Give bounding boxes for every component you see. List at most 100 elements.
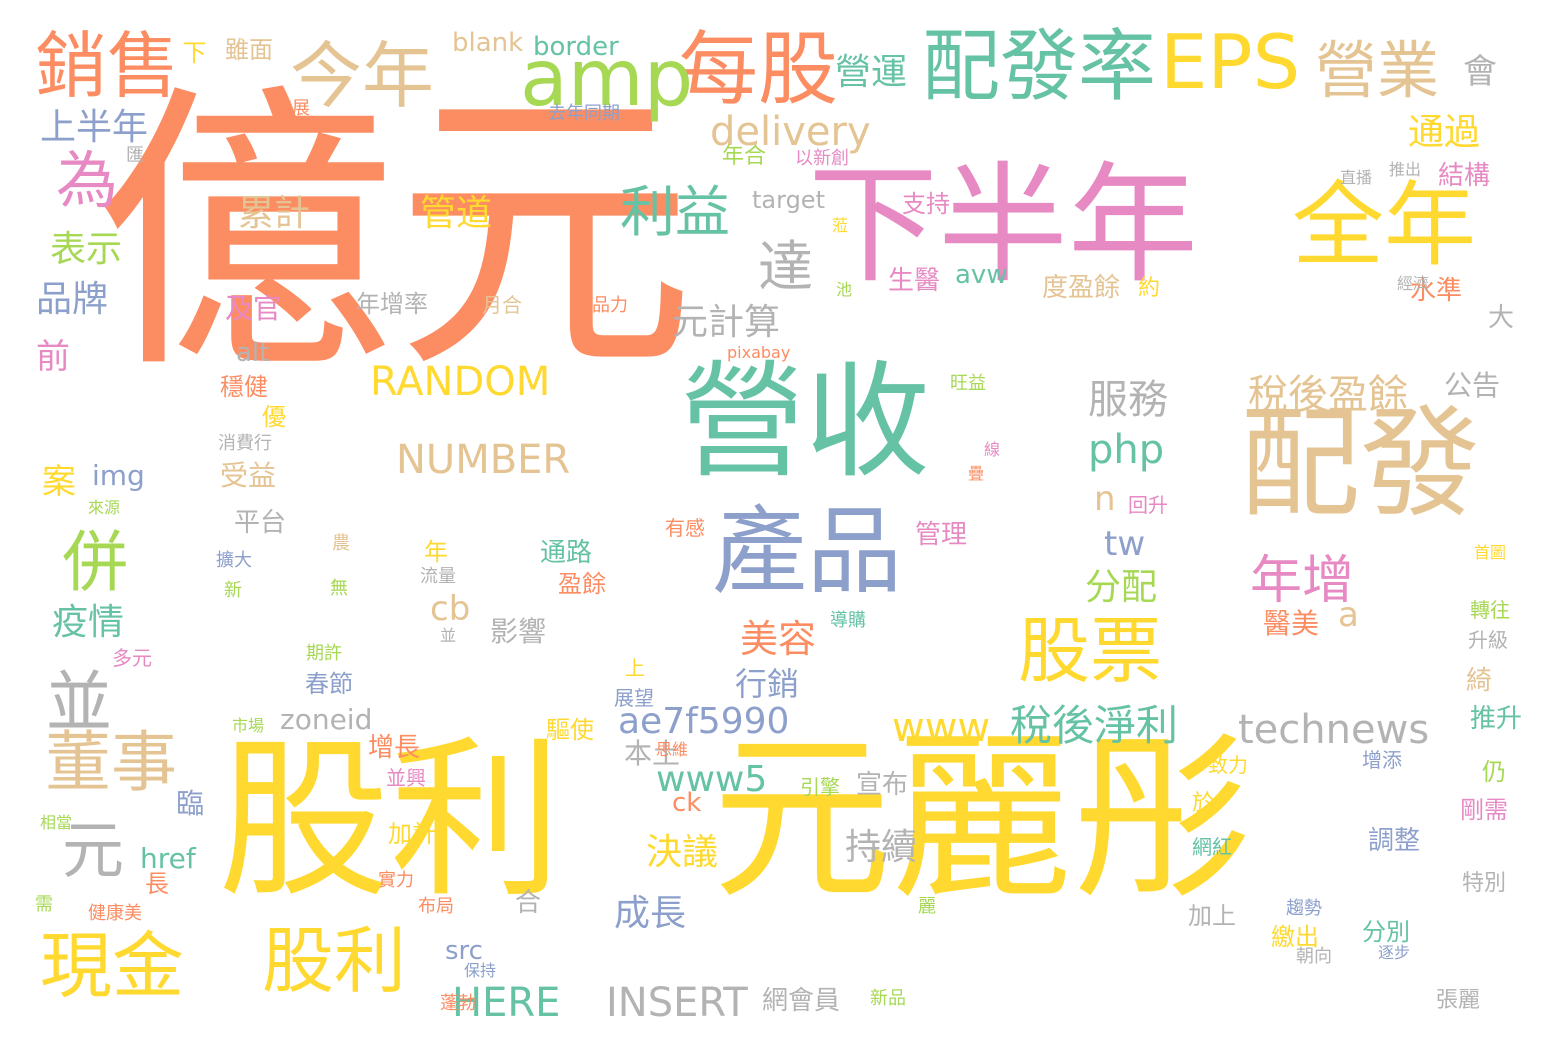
- cloud-word: 並: [46, 664, 112, 741]
- cloud-word: 併: [62, 524, 128, 601]
- cloud-word: 相當: [40, 813, 73, 832]
- cloud-word: 首圖: [1474, 543, 1507, 562]
- cloud-word: 仍: [1482, 758, 1506, 786]
- cloud-word: 影響: [490, 615, 547, 648]
- cloud-word: 匯: [126, 145, 144, 166]
- cloud-word: 公告: [1444, 369, 1501, 402]
- cloud-word: 為: [56, 144, 119, 217]
- cloud-word: 並興: [386, 766, 426, 790]
- cloud-word: 蒞: [832, 216, 849, 235]
- cloud-word: 網紅: [1192, 835, 1232, 859]
- cloud-word: 約: [1138, 276, 1161, 301]
- cloud-word: 保持: [464, 961, 497, 980]
- cloud-word: tw: [1104, 524, 1146, 564]
- cloud-word: n: [1094, 479, 1116, 519]
- cloud-word: img: [92, 459, 145, 492]
- cloud-word: 品牌: [36, 279, 109, 320]
- cloud-word: 實力: [378, 870, 414, 891]
- cloud-word: 受益: [220, 459, 277, 492]
- cloud-word: 及官: [225, 292, 282, 325]
- cloud-word: 下: [178, 40, 206, 64]
- cloud-word: 回升: [1128, 493, 1168, 517]
- cloud-word: ck: [672, 788, 702, 818]
- cloud-word: avw: [955, 260, 1008, 290]
- cloud-word: 水準: [1410, 276, 1463, 306]
- cloud-word: 流量: [420, 566, 456, 587]
- cloud-word: www5: [656, 759, 768, 800]
- cloud-word: 案: [42, 462, 76, 502]
- cloud-word: 於: [1192, 791, 1215, 816]
- cloud-word: 健康美: [88, 903, 142, 924]
- cloud-word: 元麗彤: [712, 715, 1253, 924]
- cloud-word: alt: [236, 338, 270, 368]
- cloud-word: 直播: [1340, 168, 1373, 187]
- cloud-word: 前: [36, 337, 70, 377]
- cloud-word: 董事: [45, 724, 177, 801]
- cloud-word: INSERT: [606, 980, 748, 1026]
- cloud-word: 上: [625, 656, 645, 680]
- cloud-word: 朝向: [1296, 946, 1332, 967]
- cloud-word: 服務: [1088, 377, 1168, 423]
- cloud-word: 新: [224, 580, 242, 601]
- cloud-word: 度盈餘: [1042, 273, 1121, 303]
- cloud-word: 臨: [176, 787, 205, 820]
- cloud-word: 穩健: [220, 373, 268, 401]
- cloud-word: border: [533, 32, 619, 62]
- cloud-word: 行銷: [735, 665, 800, 703]
- cloud-word: 市場: [232, 716, 265, 735]
- cloud-word: 美容: [740, 617, 817, 661]
- cloud-word: 推升: [1470, 704, 1523, 734]
- cloud-word: 並: [440, 626, 457, 645]
- cloud-word: 支持: [902, 190, 950, 218]
- cloud-word: 持續: [845, 827, 918, 868]
- cloud-word: 年增率: [356, 290, 428, 318]
- cloud-word: 驅使: [546, 716, 594, 744]
- cloud-word: src: [445, 936, 483, 966]
- cloud-word: 特別: [1462, 871, 1507, 896]
- cloud-word: 引擎: [800, 775, 840, 799]
- cloud-word: 大: [1488, 303, 1515, 333]
- cloud-word: 年增: [1250, 551, 1355, 611]
- cloud-word: 股利: [262, 919, 407, 1003]
- cloud-word: 加計: [388, 820, 436, 848]
- cloud-word: 增添: [1362, 748, 1402, 772]
- cloud-word: 綺: [1466, 666, 1493, 696]
- cloud-word: 無: [330, 578, 348, 599]
- cloud-word: 期許: [306, 643, 342, 664]
- cloud-word: 農: [332, 533, 350, 554]
- cloud-word: 雖面: [225, 36, 273, 64]
- cloud-word: delivery: [710, 109, 871, 155]
- cloud-word: 疫情: [52, 602, 125, 643]
- cloud-word: cb: [430, 589, 471, 629]
- cloud-word: 通路: [540, 538, 593, 568]
- cloud-word: 配發率: [922, 22, 1157, 112]
- cloud-word: 池: [836, 280, 853, 299]
- cloud-word: 股利: [218, 720, 562, 921]
- cloud-word: 管道: [420, 193, 493, 234]
- cloud-word: 合: [515, 888, 542, 918]
- cloud-word: 加上: [1188, 902, 1236, 930]
- cloud-word: 推出: [1389, 160, 1422, 179]
- cloud-word: HERE: [452, 980, 561, 1026]
- cloud-word: 全年: [1292, 172, 1477, 279]
- cloud-word: 導購: [830, 610, 866, 631]
- cloud-word: 配發: [1240, 395, 1480, 534]
- cloud-word: 管理: [915, 520, 968, 550]
- cloud-word: 增長: [368, 733, 421, 763]
- cloud-word: zoneid: [280, 703, 373, 736]
- cloud-word: 春節: [305, 670, 353, 698]
- cloud-word: 蓬勃: [440, 993, 476, 1014]
- cloud-word: 表示: [50, 229, 123, 270]
- cloud-word: 年合: [722, 144, 767, 169]
- cloud-word: 升級: [1468, 628, 1508, 652]
- cloud-word: 億元: [95, 60, 695, 409]
- cloud-word: 下半年: [808, 149, 1199, 301]
- cloud-word: 調整: [1368, 826, 1421, 856]
- cloud-word: php: [1088, 427, 1165, 473]
- cloud-word: 來源: [88, 498, 121, 517]
- cloud-word: 張麗: [1436, 988, 1481, 1013]
- cloud-word: 本土: [624, 737, 681, 770]
- cloud-word: 趨勢: [1286, 898, 1322, 919]
- cloud-word: 累計: [238, 193, 311, 234]
- cloud-word: 達: [758, 235, 814, 299]
